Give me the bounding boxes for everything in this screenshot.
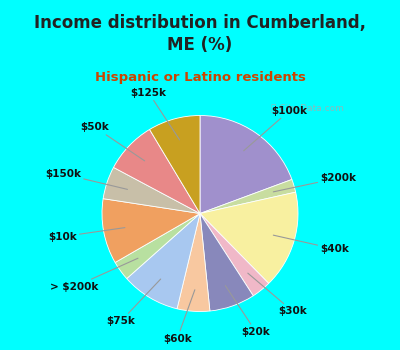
Text: $40k: $40k — [273, 235, 349, 254]
Text: $75k: $75k — [106, 279, 161, 326]
Wedge shape — [103, 167, 200, 214]
Text: $50k: $50k — [80, 122, 144, 161]
Text: > $200k: > $200k — [50, 258, 138, 292]
Wedge shape — [102, 199, 200, 262]
Text: Hispanic or Latino residents: Hispanic or Latino residents — [94, 71, 306, 84]
Text: $200k: $200k — [273, 173, 356, 192]
Text: $10k: $10k — [48, 228, 125, 241]
Text: $100k: $100k — [244, 106, 308, 151]
Text: $60k: $60k — [163, 290, 195, 344]
Wedge shape — [115, 214, 200, 279]
Wedge shape — [114, 130, 200, 214]
Wedge shape — [177, 214, 210, 312]
Wedge shape — [200, 214, 269, 296]
Text: ⓘ City-Data.com: ⓘ City-Data.com — [270, 104, 344, 113]
Text: $30k: $30k — [248, 273, 307, 316]
Wedge shape — [200, 116, 292, 214]
Wedge shape — [200, 180, 296, 214]
Wedge shape — [200, 214, 253, 311]
Text: $125k: $125k — [130, 88, 180, 140]
Text: $20k: $20k — [225, 286, 270, 337]
Wedge shape — [150, 116, 200, 214]
Wedge shape — [200, 192, 298, 284]
Text: Income distribution in Cumberland,
ME (%): Income distribution in Cumberland, ME (%… — [34, 14, 366, 54]
Text: $150k: $150k — [45, 169, 128, 189]
Wedge shape — [127, 214, 200, 309]
